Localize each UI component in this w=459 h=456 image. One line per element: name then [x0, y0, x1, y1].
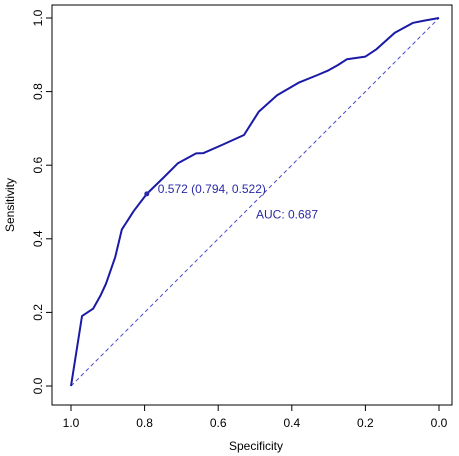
x-tick-label: 0.4 — [283, 416, 300, 430]
y-axis: 0.0 0.2 0.4 0.6 0.8 1.0 — [31, 9, 52, 394]
plot-frame — [51, 4, 453, 406]
x-axis: 1.0 0.8 0.6 0.4 0.2 0.0 — [63, 405, 448, 430]
x-tick-label: 1.0 — [63, 416, 80, 430]
y-tick-label: 0.2 — [31, 304, 45, 321]
y-tick-label: 0.8 — [31, 83, 45, 100]
optimal-threshold-point — [144, 191, 150, 197]
roc-curve-line — [70, 17, 440, 387]
y-tick-label: 1.0 — [31, 9, 45, 26]
x-axis-title: Specificity — [229, 439, 283, 453]
optimal-threshold-label: 0.572 (0.794, 0.522) — [158, 182, 266, 196]
y-tick-label: 0.4 — [31, 230, 45, 247]
y-tick-label: 0.0 — [31, 377, 45, 394]
x-tick-label: 0.8 — [136, 416, 153, 430]
auc-label: AUC: 0.687 — [256, 208, 318, 222]
y-tick-label: 0.6 — [31, 157, 45, 174]
reference-diagonal-line — [70, 17, 440, 387]
x-tick-label: 0.0 — [431, 416, 448, 430]
y-axis-title: Sensitivity — [3, 178, 17, 232]
x-tick-label: 0.6 — [210, 416, 227, 430]
x-tick-label: 0.2 — [357, 416, 374, 430]
